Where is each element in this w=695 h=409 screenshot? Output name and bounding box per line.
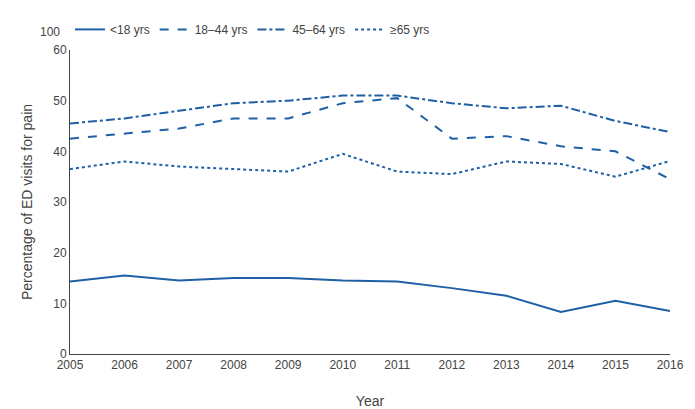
- svg-text:<18 yrs: <18 yrs: [110, 23, 150, 37]
- svg-text:60: 60: [53, 43, 67, 57]
- svg-text:2013: 2013: [493, 358, 520, 372]
- svg-text:≥65 yrs: ≥65 yrs: [390, 23, 429, 37]
- svg-text:2016: 2016: [657, 358, 684, 372]
- svg-text:2006: 2006: [111, 358, 138, 372]
- svg-text:0: 0: [60, 347, 67, 361]
- svg-text:2012: 2012: [438, 358, 465, 372]
- svg-text:2008: 2008: [220, 358, 247, 372]
- svg-text:100: 100: [40, 25, 60, 39]
- svg-text:2009: 2009: [275, 358, 302, 372]
- svg-text:2010: 2010: [329, 358, 356, 372]
- svg-text:45–64 yrs: 45–64 yrs: [292, 23, 345, 37]
- svg-text:10: 10: [53, 297, 67, 311]
- svg-text:Year: Year: [356, 393, 385, 409]
- svg-text:40: 40: [53, 145, 67, 159]
- svg-text:18–44 yrs: 18–44 yrs: [195, 23, 248, 37]
- svg-text:20: 20: [53, 246, 67, 260]
- svg-text:2015: 2015: [602, 358, 629, 372]
- svg-text:2007: 2007: [166, 358, 193, 372]
- svg-text:2014: 2014: [548, 358, 575, 372]
- svg-text:2005: 2005: [57, 358, 84, 372]
- svg-text:30: 30: [53, 195, 67, 209]
- svg-text:50: 50: [53, 94, 67, 108]
- svg-text:Percentage of ED visits for pa: Percentage of ED visits for pain: [19, 104, 35, 300]
- svg-text:2011: 2011: [384, 358, 410, 372]
